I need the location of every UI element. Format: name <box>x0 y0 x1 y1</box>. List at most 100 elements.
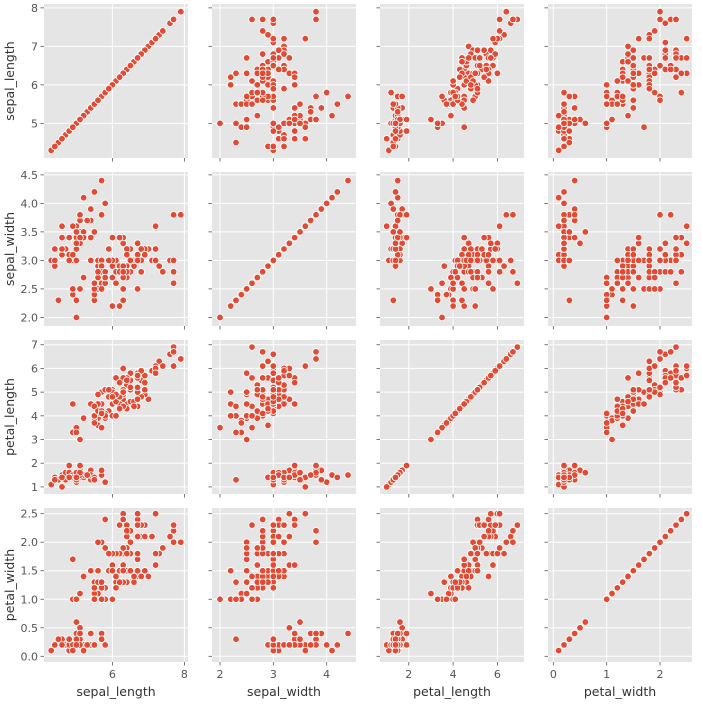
scatter-point <box>248 521 256 529</box>
scatter-point <box>169 268 178 276</box>
scatter-point <box>72 595 81 603</box>
scatter-point <box>232 296 240 305</box>
scatter-point <box>602 419 611 427</box>
scatter-point <box>570 115 579 124</box>
scatter-point <box>51 476 59 484</box>
scatter-point <box>137 245 145 253</box>
scatter-point <box>151 222 160 230</box>
scatter-point <box>460 233 468 242</box>
scatter-point <box>650 285 659 293</box>
scatter-point <box>90 584 99 592</box>
scatter-point <box>666 211 675 219</box>
scatter-point <box>87 629 95 638</box>
scatter-point <box>451 268 460 276</box>
scatter-point <box>72 228 81 236</box>
scatter-point <box>500 262 508 270</box>
scatter-point <box>491 245 499 253</box>
scatter-point <box>312 527 320 535</box>
scatter-point <box>301 222 310 230</box>
scatter-point <box>560 199 568 208</box>
scatter-point <box>115 233 124 242</box>
scatter-point <box>72 313 81 322</box>
scatter-point <box>87 567 95 575</box>
scatter-point <box>296 228 304 236</box>
scatter-point <box>248 374 256 382</box>
scatter-point <box>645 386 654 394</box>
scatter-point <box>634 561 643 569</box>
scatter-point <box>473 386 482 394</box>
scatter-point <box>509 527 517 535</box>
scatter-point <box>554 222 563 230</box>
scatter-point <box>433 595 442 603</box>
scatter-point <box>133 532 142 541</box>
scatter-point <box>301 135 310 143</box>
scatter-point <box>613 100 622 108</box>
scatter-point <box>269 15 278 24</box>
scatter-point <box>72 256 81 265</box>
scatter-point <box>312 461 320 470</box>
y-tick-label: 2.0 <box>21 311 39 324</box>
scatter-point <box>456 405 464 413</box>
scatter-point <box>682 510 691 518</box>
scatter-point <box>290 233 299 242</box>
scatter-point <box>398 92 406 101</box>
scatter-point <box>285 119 294 128</box>
scatter-point <box>570 176 579 185</box>
scatter-point <box>101 478 109 486</box>
scatter-point <box>382 135 391 143</box>
scatter-point <box>269 572 278 581</box>
scatter-point <box>269 61 278 70</box>
scatter-point <box>333 473 342 482</box>
scatter-point <box>65 233 73 242</box>
scatter-point <box>108 595 117 603</box>
scatter-point <box>464 54 473 62</box>
scatter-point <box>328 646 336 655</box>
scatter-point <box>317 205 326 213</box>
scatter-point <box>570 629 579 638</box>
scatter-point <box>69 285 77 293</box>
scatter-point <box>151 34 160 43</box>
scatter-point <box>274 46 283 54</box>
scatter-point <box>495 256 504 265</box>
scatter-point <box>119 268 127 276</box>
y-tick-label: 2.0 <box>21 536 39 549</box>
scatter-point <box>83 471 91 479</box>
scatter-point <box>682 239 691 247</box>
scatter-point <box>656 538 664 546</box>
scatter-point <box>101 515 109 524</box>
scatter-point <box>141 378 149 387</box>
scatter-point <box>427 115 435 124</box>
scatter-point <box>151 561 160 569</box>
scatter-point <box>112 412 120 420</box>
scatter-point <box>502 355 510 363</box>
scatter-point <box>624 42 632 51</box>
scatter-point <box>232 138 240 147</box>
scatter-point <box>554 646 563 655</box>
scatter-point <box>115 405 124 413</box>
scatter-point <box>500 549 508 558</box>
scatter-point <box>560 641 568 649</box>
scatter-point <box>87 205 95 213</box>
scatter-point <box>90 641 99 649</box>
scatter-point <box>317 476 326 484</box>
scatter-point <box>108 393 117 401</box>
scatter-point <box>290 521 299 529</box>
scatter-point <box>232 119 240 128</box>
scatter-point <box>451 578 460 586</box>
scatter-point <box>54 635 63 643</box>
scatter-point <box>656 7 664 16</box>
scatter-point <box>269 561 278 569</box>
scatter-point <box>242 115 251 124</box>
scatter-point <box>661 378 670 387</box>
scatter-point <box>242 285 251 293</box>
scatter-point <box>491 367 499 375</box>
y-tick-label: 0.5 <box>21 622 39 635</box>
scatter-point <box>97 423 106 432</box>
scatter-point <box>242 123 251 131</box>
scatter-point <box>487 54 495 62</box>
scatter-point <box>661 38 670 47</box>
scatter-point <box>58 483 66 491</box>
scatter-point <box>438 279 446 287</box>
scatter-point <box>560 135 568 143</box>
